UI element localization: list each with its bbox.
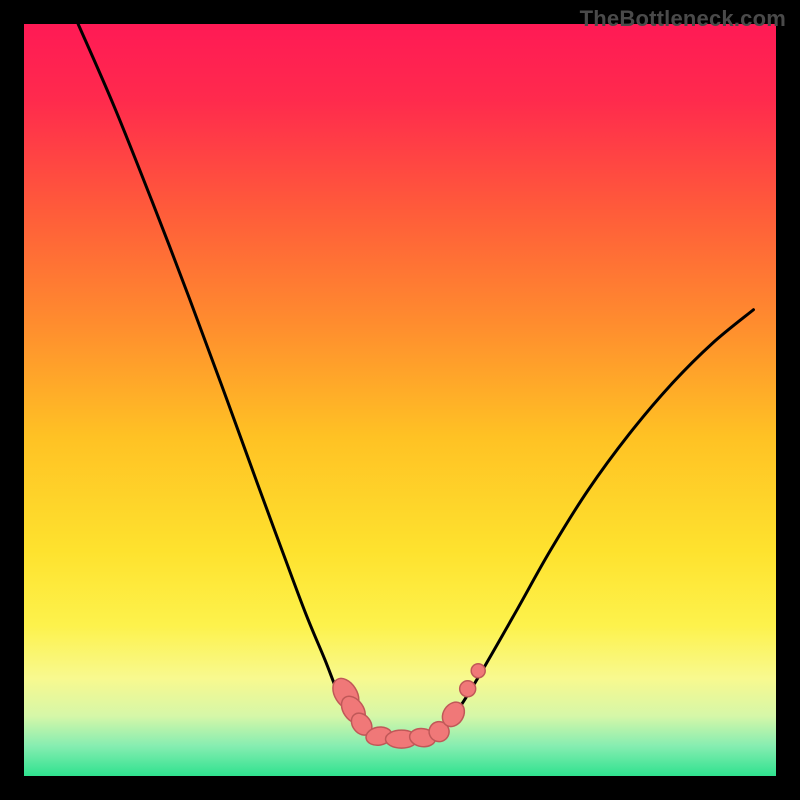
marker-8 [460, 681, 476, 697]
watermark-text: TheBottleneck.com [580, 6, 786, 32]
chart-frame: TheBottleneck.com [0, 0, 800, 800]
gradient-background [24, 24, 776, 776]
bottleneck-v-chart [0, 0, 800, 800]
marker-9 [471, 664, 485, 678]
